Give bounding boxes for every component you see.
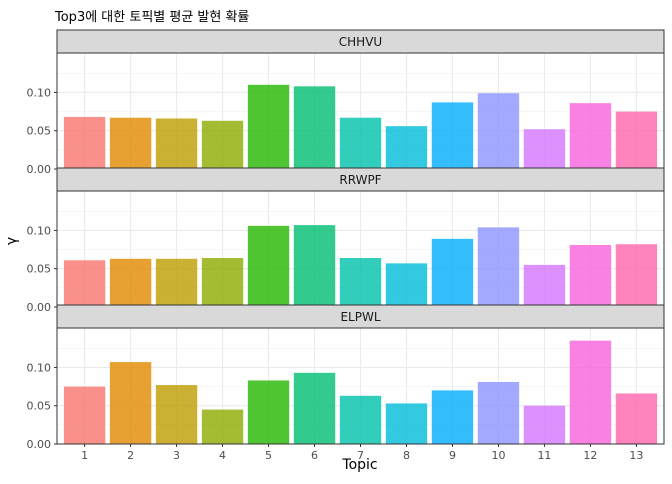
bar-rrwpf-topic-6 [293, 225, 336, 307]
bar-rrwpf-topic-13 [615, 244, 658, 307]
y-tick-label: 0.00 [27, 438, 52, 451]
x-tick-label: 3 [173, 449, 180, 462]
bar-chhvu-topic-3 [155, 118, 198, 169]
facet-strip-label: CHHVU [339, 35, 382, 49]
chart-title: Top3에 대한 토픽별 평균 발현 확률 [54, 10, 249, 25]
y-axis-label: γ [4, 237, 20, 245]
bar-chhvu-topic-13 [615, 111, 658, 169]
bar-elpwl-topic-1 [63, 386, 106, 444]
bar-elpwl-topic-7 [339, 395, 382, 444]
y-tick-label: 0.05 [27, 400, 52, 413]
bar-elpwl-topic-3 [155, 385, 198, 444]
facet-panels: CHHVU 0.00 0.05 0.10 RRWPF 0.00 0.05 0.10 ELPWL 0… [27, 29, 665, 451]
x-axis: 1 2 3 4 5 6 7 8 9 10 11 12 13 [81, 444, 643, 462]
bar-chhvu-topic-11 [523, 129, 566, 169]
facet-strip-label: ELPWL [340, 310, 380, 324]
facet-panel: ELPWL 0.00 0.05 0.10 [27, 304, 665, 451]
bar-rrwpf-topic-10 [477, 227, 520, 307]
x-tick-label: 13 [629, 449, 643, 462]
bar-rrwpf-topic-1 [63, 260, 106, 307]
y-tick-label: 0.10 [27, 86, 52, 99]
bar-elpwl-topic-11 [523, 405, 566, 444]
bar-chhvu-topic-4 [201, 120, 244, 169]
x-tick-label: 11 [537, 449, 551, 462]
bar-elpwl-topic-5 [247, 380, 290, 444]
x-tick-label: 7 [357, 449, 364, 462]
x-tick-label: 9 [449, 449, 456, 462]
bar-chhvu-topic-10 [477, 93, 520, 169]
bar-rrwpf-topic-11 [523, 264, 566, 307]
facet-panel: CHHVU 0.00 0.05 0.10 [27, 29, 665, 176]
x-tick-label: 12 [583, 449, 597, 462]
y-tick-label: 0.05 [27, 263, 52, 276]
facet-strip-label: RRWPF [339, 173, 381, 187]
bar-rrwpf-topic-2 [109, 258, 152, 307]
x-tick-label: 8 [403, 449, 410, 462]
facet-panel: RRWPF 0.00 0.05 0.10 [27, 167, 665, 314]
bar-chhvu-topic-1 [63, 116, 106, 169]
x-tick-label: 1 [81, 449, 88, 462]
bar-chhvu-topic-12 [569, 103, 612, 169]
bar-elpwl-topic-6 [293, 372, 336, 444]
bar-chhvu-topic-9 [431, 102, 474, 169]
bar-elpwl-topic-13 [615, 393, 658, 444]
x-tick-label: 6 [311, 449, 318, 462]
bar-rrwpf-topic-5 [247, 225, 290, 307]
bar-chhvu-topic-7 [339, 117, 382, 169]
x-tick-label: 10 [491, 449, 505, 462]
x-tick-label: 2 [127, 449, 134, 462]
y-tick-label: 0.00 [27, 163, 52, 176]
bar-rrwpf-topic-4 [201, 258, 244, 307]
bar-chhvu-topic-8 [385, 126, 428, 169]
bar-elpwl-topic-2 [109, 362, 152, 444]
y-tick-label: 0.00 [27, 301, 52, 314]
bar-elpwl-topic-10 [477, 381, 520, 444]
bar-elpwl-topic-9 [431, 390, 474, 444]
bar-rrwpf-topic-12 [569, 244, 612, 307]
bar-elpwl-topic-12 [569, 340, 612, 444]
bar-chhvu-topic-2 [109, 117, 152, 169]
x-tick-label: 4 [219, 449, 226, 462]
bar-elpwl-topic-8 [385, 403, 428, 444]
x-axis-label: Topic [341, 457, 377, 473]
bar-rrwpf-topic-3 [155, 258, 198, 307]
bar-chhvu-topic-6 [293, 86, 336, 169]
bar-rrwpf-topic-7 [339, 258, 382, 307]
y-tick-label: 0.10 [27, 224, 52, 237]
bar-chhvu-topic-5 [247, 84, 290, 169]
bar-rrwpf-topic-8 [385, 263, 428, 307]
x-tick-label: 5 [265, 449, 272, 462]
bar-rrwpf-topic-9 [431, 238, 474, 307]
y-tick-label: 0.10 [27, 361, 52, 374]
y-tick-label: 0.05 [27, 125, 52, 138]
bar-elpwl-topic-4 [201, 409, 244, 444]
